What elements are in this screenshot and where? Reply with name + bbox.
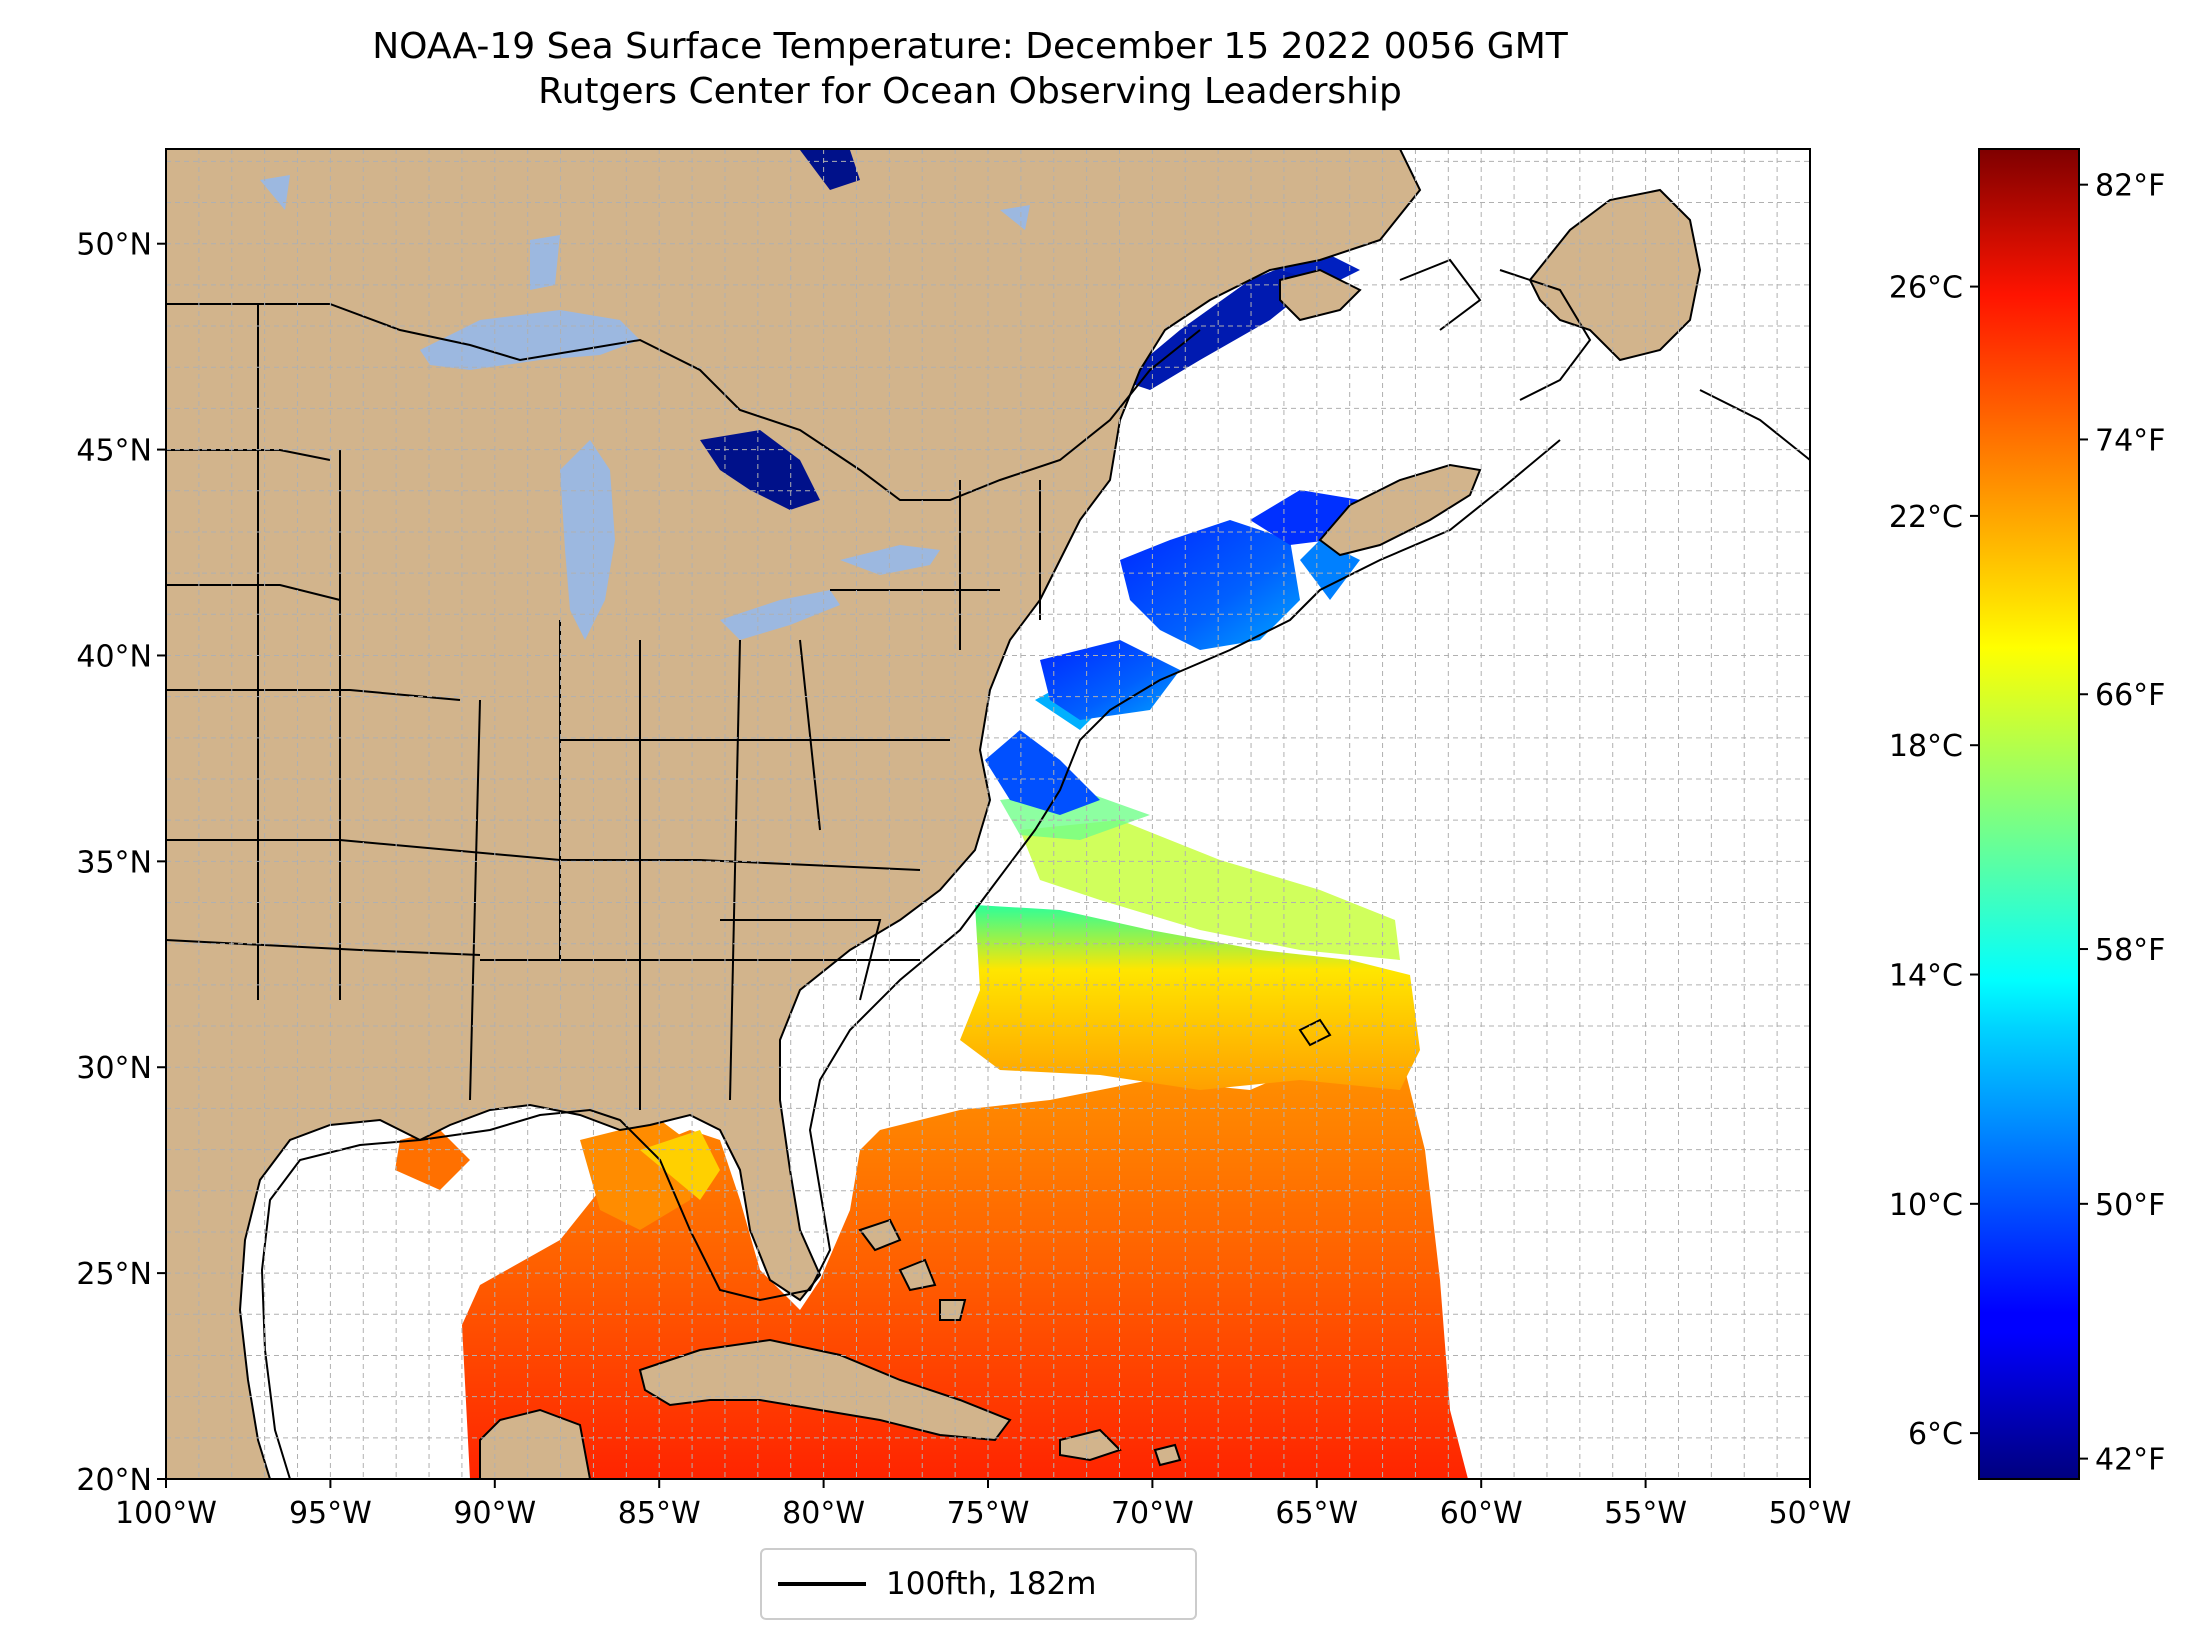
longitude-tick-label: 95°W [289, 1496, 372, 1531]
sst-shelf [985, 730, 1100, 815]
longitude-axis: 100°W 95°W 90°W 85°W 80°W 75°W 70°W 65°W 60°W 55°… [115, 1479, 1851, 1531]
celsius-tick-label: 22°C [1889, 500, 1963, 535]
longitude-tick-label: 90°W [453, 1496, 536, 1531]
state-border [729, 639, 741, 1101]
celsius-tick-label: 14°C [1889, 959, 1963, 994]
lake-nipigon [800, 150, 860, 190]
longitude-tick-label: 75°W [947, 1496, 1030, 1531]
longitude-tick-label: 85°W [618, 1496, 701, 1531]
sst-patch [395, 1130, 470, 1190]
fahrenheit-tick-label: 42°F [2095, 1443, 2165, 1478]
state-border [469, 699, 481, 1101]
latitude-tick-label: 45°N [76, 434, 152, 469]
yucatan [479, 1408, 592, 1479]
latitude-axis: 20°N 25°N 30°N 35°N 40°N 45°N 50°N [76, 228, 166, 1498]
isobath-line [260, 439, 1561, 1479]
state-border [166, 689, 461, 701]
legend-line-swatch [778, 1582, 866, 1586]
gaspe [1279, 268, 1362, 322]
sst-mid-band [960, 905, 1420, 1090]
map-content [166, 149, 1810, 1479]
puerto-rico [1153, 1443, 1182, 1467]
isobath-line [1699, 389, 1810, 461]
longitude-tick-label: 70°W [1111, 1496, 1194, 1531]
longitude-tick-label: 55°W [1604, 1496, 1687, 1531]
fahrenheit-tick-label: 66°F [2095, 678, 2165, 713]
latitude-tick-label: 40°N [76, 639, 152, 674]
longitude-tick-label: 60°W [1440, 1496, 1523, 1531]
state-border [799, 639, 821, 831]
sst-shelf [1300, 540, 1360, 600]
fahrenheit-tick-label: 74°F [2095, 423, 2165, 458]
state-border [720, 919, 882, 1001]
nova-scotia [1318, 463, 1482, 557]
longitude-tick-label: 80°W [782, 1496, 865, 1531]
isobath-line [1298, 1018, 1332, 1047]
land [166, 149, 1702, 1479]
sst-shelf [1040, 640, 1180, 720]
map-title: NOAA-19 Sea Surface Temperature: Decembe… [0, 24, 1940, 114]
lake-small [260, 175, 290, 210]
fahrenheit-tick-label: 50°F [2095, 1188, 2165, 1223]
celsius-tick-label: 6°C [1908, 1417, 1963, 1452]
state-border [166, 584, 341, 601]
celsius-tick-label: 10°C [1889, 1188, 1963, 1223]
latitude-tick-label: 50°N [76, 228, 152, 263]
lake-small [530, 235, 560, 290]
fahrenheit-tick-label: 58°F [2095, 933, 2165, 968]
lakes [260, 150, 1030, 640]
lake-ontario [840, 545, 940, 575]
lake-huron [700, 430, 820, 510]
celsius-tick-label: 26°C [1889, 271, 1963, 306]
lake-superior [420, 310, 640, 370]
latitude-tick-label: 25°N [76, 1257, 152, 1292]
sst-patch [640, 1130, 720, 1200]
latitude-tick-label: 30°N [76, 1051, 152, 1086]
longitude-tick-label: 100°W [115, 1496, 217, 1531]
longitude-tick-label: 50°W [1769, 1496, 1852, 1531]
title-line-1: NOAA-19 Sea Surface Temperature: Decembe… [372, 26, 1568, 67]
newfoundland [1528, 188, 1702, 362]
legend: 100fth, 182m [760, 1548, 1197, 1620]
title-line-2: Rutgers Center for Ocean Observing Leade… [538, 71, 1402, 112]
lake-michigan [560, 440, 615, 640]
bahamas [939, 1299, 967, 1321]
fahrenheit-tick-label: 82°F [2095, 169, 2165, 204]
bahamas [858, 1218, 902, 1252]
latitude-tick-label: 35°N [76, 845, 152, 880]
sst-gulf-of-maine [1120, 520, 1300, 650]
lake-small [1000, 205, 1030, 230]
us-canada-border [166, 303, 1201, 501]
colorbar-fahrenheit-axis: 42°F 50°F 58°F 66°F 74°F 82°F [2079, 169, 2165, 1478]
colorbar-celsius-axis: 6°C 10°C 14°C 18°C 22°C 26°C [1889, 271, 1979, 1452]
latitude-tick-label: 20°N [76, 1463, 152, 1498]
celsius-tick-label: 18°C [1889, 729, 1963, 764]
colorbar-gradient [1978, 148, 2080, 1480]
longitude-tick-label: 65°W [1275, 1496, 1358, 1531]
bahamas [898, 1258, 937, 1292]
graticule [166, 149, 1810, 1479]
sst-patch [1020, 820, 1400, 960]
colorbar: 6°C 10°C 14°C 18°C 22°C 26°C 42°F 50°F 58°F 66°F… [1889, 148, 2165, 1480]
legend-label: 100fth, 182m [886, 1566, 1097, 1602]
sst-st-lawrence [1120, 260, 1320, 390]
isobath-line [1399, 258, 1482, 331]
lake-erie [720, 590, 840, 640]
